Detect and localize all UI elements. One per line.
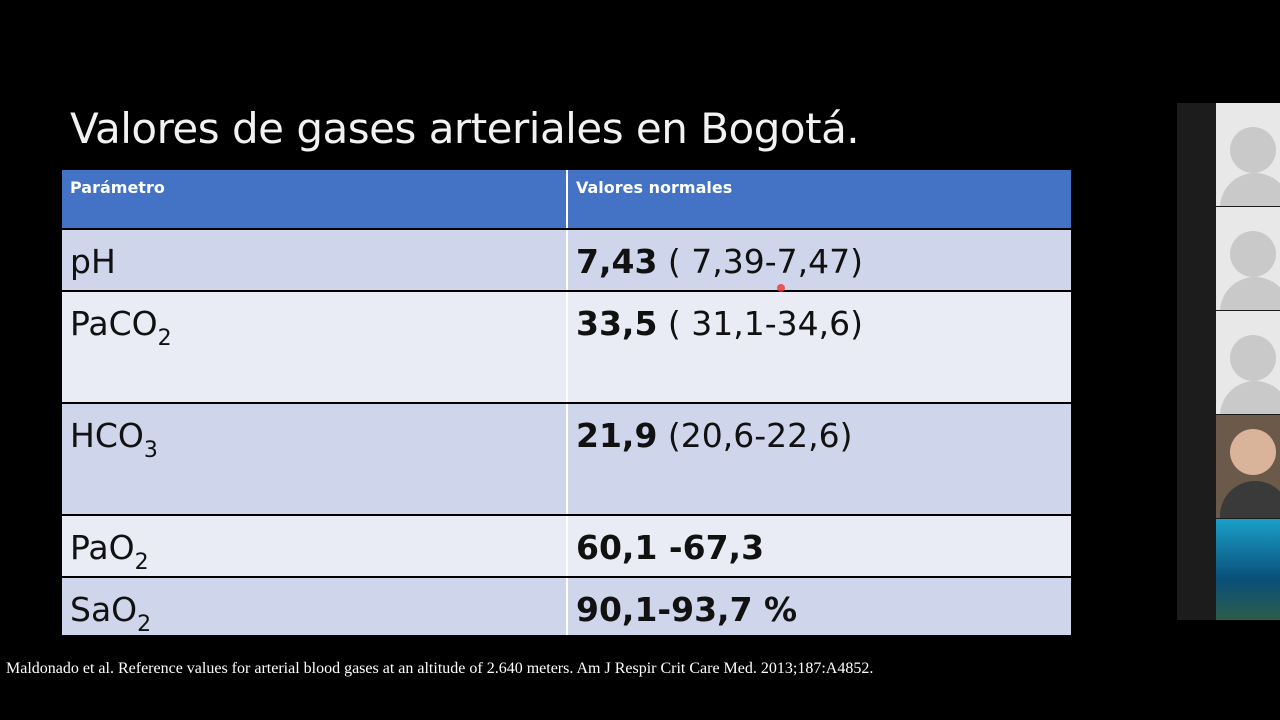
participant-tile[interactable] xyxy=(1216,103,1280,206)
parameter-name: pH xyxy=(70,242,116,281)
participant-video[interactable] xyxy=(1216,519,1280,620)
header-cell: Parámetro xyxy=(70,178,165,197)
parameter-name: HCO xyxy=(70,416,144,455)
parameter-cell: SaO2 xyxy=(62,578,566,637)
table-row: pH 7,43 ( 7,39-7,47) xyxy=(62,230,1071,290)
parameter-name: PaCO xyxy=(70,304,158,343)
value-main: 90,1-93,7 % xyxy=(576,590,798,629)
value-cell: 7,43 ( 7,39-7,47) xyxy=(566,230,1071,290)
parameter-name: PaO xyxy=(70,528,135,567)
parameter-cell: pH xyxy=(62,230,566,290)
value-cell: 21,9 (20,6-22,6) xyxy=(566,404,1071,514)
value-cell: 90,1-93,7 % xyxy=(566,578,1071,635)
slide-title: Valores de gases arteriales en Bogotá. xyxy=(70,104,860,153)
parameter-name: SaO xyxy=(70,590,138,629)
value-range: (20,6-22,6) xyxy=(667,416,853,455)
value-range: ( 31,1-34,6) xyxy=(667,304,864,343)
citation: Maldonado et al. Reference values for ar… xyxy=(6,660,874,677)
participant-tile[interactable] xyxy=(1216,207,1280,310)
value-main: 21,9 xyxy=(576,416,658,455)
table-row: PaCO2 33,5 ( 31,1-34,6) xyxy=(62,292,1071,402)
participant-video[interactable] xyxy=(1216,415,1280,518)
value-main: 33,5 xyxy=(576,304,658,343)
value-cell: 33,5 ( 31,1-34,6) xyxy=(566,292,1071,402)
participant-tile[interactable] xyxy=(1216,311,1280,414)
value-cell: 60,1 -67,3 xyxy=(566,516,1071,576)
value-main: 60,1 -67,3 xyxy=(576,528,765,567)
parameter-cell: PaO2 xyxy=(62,516,566,576)
parameter-subscript: 2 xyxy=(134,550,149,575)
value-main: 7,43 xyxy=(576,242,658,281)
header-cell: Valores normales xyxy=(566,170,1071,228)
parameter-cell: HCO3 xyxy=(62,404,566,514)
participants-panel xyxy=(1177,103,1280,620)
table-row: HCO3 21,9 (20,6-22,6) xyxy=(62,404,1071,514)
laser-pointer xyxy=(777,284,785,292)
parameter-cell: PaCO2 xyxy=(62,292,566,402)
parameter-subscript: 2 xyxy=(137,612,152,637)
parameter-subscript: 3 xyxy=(143,438,158,463)
table-row: SaO2 90,1-93,7 % xyxy=(62,578,1071,637)
value-range: ( 7,39-7,47) xyxy=(667,242,864,281)
header-row: Parámetro Valores normales xyxy=(62,170,1071,228)
parameter-subscript: 2 xyxy=(157,326,172,351)
table-row: PaO2 60,1 -67,3 xyxy=(62,516,1071,576)
